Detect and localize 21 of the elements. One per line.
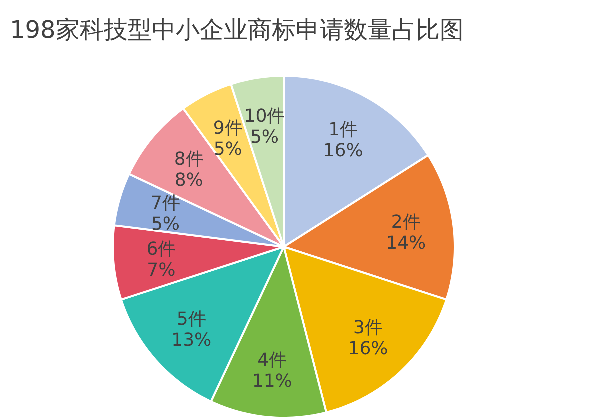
slice-label: 3件 xyxy=(354,317,384,338)
slice-label: 6件 xyxy=(146,239,176,260)
slice-label: 4件 xyxy=(258,350,288,372)
data-label: 7% xyxy=(147,260,176,282)
data-label: 16% xyxy=(348,338,388,360)
data-label: 16% xyxy=(323,140,364,162)
data-label: 13% xyxy=(172,330,212,351)
data-label: 5% xyxy=(250,126,280,148)
data-label: 5% xyxy=(151,214,180,236)
slice-label: 1件 xyxy=(328,120,358,141)
slice-label: 10件 xyxy=(244,106,286,127)
data-label: 11% xyxy=(252,371,292,392)
slice-label: 5件 xyxy=(176,308,206,330)
data-label: 5% xyxy=(214,138,242,160)
slice-label: 9件 xyxy=(213,118,243,139)
chart-title: 198家科技型中小企业商标申请数量占比图 xyxy=(10,16,464,44)
data-label: 8% xyxy=(174,170,204,192)
data-label: 14% xyxy=(386,233,426,254)
slice-label: 8件 xyxy=(174,149,204,170)
slice-label: 2件 xyxy=(391,212,421,234)
slice-label: 7件 xyxy=(151,193,180,214)
